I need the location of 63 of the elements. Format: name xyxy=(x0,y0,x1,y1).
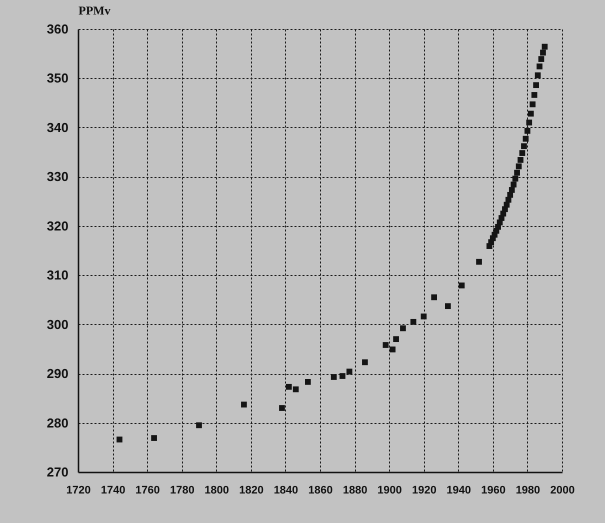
x-tick-label: 1740 xyxy=(100,484,126,496)
x-tick-label: 1920 xyxy=(412,484,436,496)
point xyxy=(151,435,157,441)
y-axis-title: PPMv xyxy=(78,4,110,18)
point xyxy=(286,384,292,390)
x-tick-label: 1940 xyxy=(446,484,472,496)
point xyxy=(521,143,527,150)
point xyxy=(400,325,406,332)
y-tick-label: 340 xyxy=(46,120,68,135)
x-tick-label: 1840 xyxy=(274,484,298,496)
y-tick-label: 290 xyxy=(46,366,68,382)
point xyxy=(116,436,122,442)
point xyxy=(540,50,546,56)
point xyxy=(512,176,518,182)
x-tick-label: 1980 xyxy=(516,484,540,496)
x-tick-label: 1860 xyxy=(308,484,333,496)
point xyxy=(530,101,536,108)
x-tick-label: 1900 xyxy=(377,484,402,496)
y-tick-label: 270 xyxy=(46,464,68,480)
x-tick-label: 1800 xyxy=(204,484,230,496)
point xyxy=(346,368,352,375)
y-tick-label: 310 xyxy=(46,268,68,283)
x-tick-label: 1820 xyxy=(239,484,264,496)
y-tick-label: 320 xyxy=(46,218,68,234)
point xyxy=(533,82,539,88)
point xyxy=(362,359,368,366)
x-tick-label: 1880 xyxy=(342,484,368,496)
point xyxy=(514,170,520,176)
point xyxy=(304,379,311,385)
y-tick-label: 360 xyxy=(46,22,68,36)
point xyxy=(420,314,427,320)
point xyxy=(519,150,526,156)
point xyxy=(518,157,524,163)
point xyxy=(476,258,482,265)
point xyxy=(393,336,399,342)
point xyxy=(390,346,396,352)
point xyxy=(340,373,346,379)
point xyxy=(531,92,538,98)
point xyxy=(508,187,515,193)
point xyxy=(382,342,389,348)
point xyxy=(279,405,285,411)
x-tick-label: 2000 xyxy=(550,484,575,496)
point xyxy=(241,402,247,408)
x-tick-label: 1720 xyxy=(66,484,91,496)
point xyxy=(538,56,544,62)
point xyxy=(410,318,416,325)
point xyxy=(458,282,465,288)
x-tick-label: 1780 xyxy=(170,484,194,496)
x-tick-label: 1960 xyxy=(481,484,506,496)
point xyxy=(528,110,534,117)
y-tick-label: 300 xyxy=(46,316,68,332)
point xyxy=(431,294,437,300)
y-tick-label: 350 xyxy=(46,70,68,86)
point xyxy=(536,63,542,70)
point xyxy=(526,120,532,126)
point xyxy=(445,303,451,310)
point xyxy=(330,374,337,380)
point xyxy=(196,422,202,428)
point xyxy=(524,128,530,134)
point xyxy=(510,182,517,188)
x-tick-label: 1760 xyxy=(135,484,160,496)
y-tick-label: 330 xyxy=(46,169,68,184)
y-tick-label: 280 xyxy=(46,415,68,430)
